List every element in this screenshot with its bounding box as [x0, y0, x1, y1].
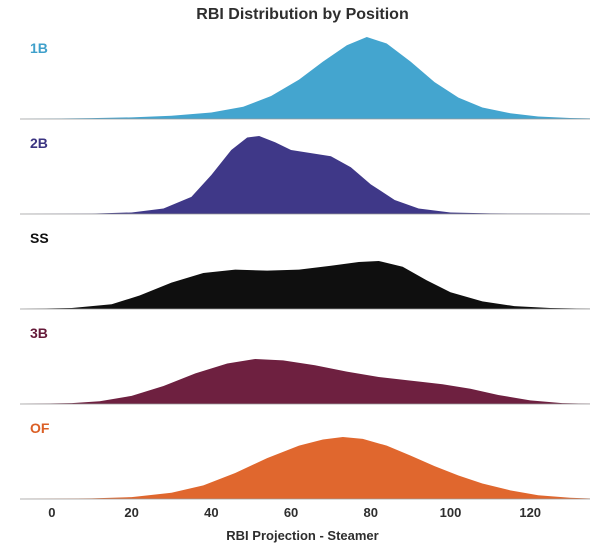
- ridge-label-ss: SS: [30, 230, 49, 246]
- ridge-area-3b: [20, 359, 590, 404]
- ridge-1b: [0, 32, 605, 120]
- ridgeline-chart: RBI Distribution by Position 1B2BSS3BOF …: [0, 0, 605, 552]
- x-tick: 120: [519, 505, 541, 520]
- x-tick: 0: [48, 505, 55, 520]
- ridge-area-of: [20, 437, 590, 499]
- ridge-2b: [0, 131, 605, 215]
- x-tick: 40: [204, 505, 218, 520]
- chart-title: RBI Distribution by Position: [0, 6, 605, 24]
- ridge-area-ss: [20, 261, 590, 309]
- ridge-of: [0, 432, 605, 500]
- x-tick: 60: [284, 505, 298, 520]
- ridge-area-2b: [20, 136, 590, 214]
- x-axis-label: RBI Projection - Steamer: [0, 528, 605, 543]
- x-tick: 100: [440, 505, 462, 520]
- ridge-ss: [0, 256, 605, 310]
- ridge-3b: [0, 354, 605, 405]
- x-tick: 20: [124, 505, 138, 520]
- x-tick: 80: [364, 505, 378, 520]
- ridge-area-1b: [20, 37, 590, 119]
- ridge-label-3b: 3B: [30, 325, 48, 341]
